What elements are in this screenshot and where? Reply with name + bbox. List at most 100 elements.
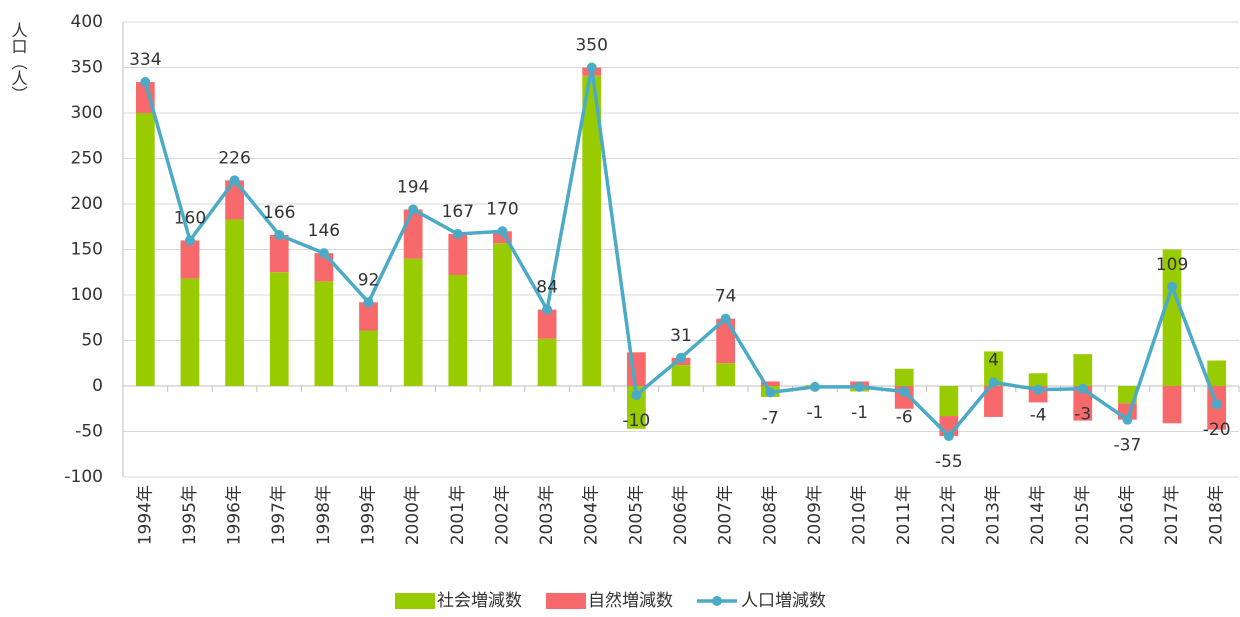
point xyxy=(274,229,285,240)
x-tick-label: 2000年 xyxy=(403,485,423,545)
y-tick-label: -50 xyxy=(75,422,103,442)
bar xyxy=(1073,354,1093,386)
point xyxy=(988,377,999,388)
x-tick-label: 2004年 xyxy=(582,485,602,545)
x-tick-label: 1994年 xyxy=(135,485,155,545)
x-tick-label: 2007年 xyxy=(716,485,736,545)
y-tick-label: 50 xyxy=(81,331,103,351)
x-tick-label: 1999年 xyxy=(359,485,379,545)
data-label: 160 xyxy=(174,208,206,228)
x-tick-label: 2006年 xyxy=(671,485,691,545)
x-tick-label: 1997年 xyxy=(269,485,289,545)
point xyxy=(899,386,910,397)
data-label: 194 xyxy=(397,177,429,197)
x-tick-label: 2008年 xyxy=(760,485,780,545)
x-tick-label: 2012年 xyxy=(939,485,959,545)
point xyxy=(586,62,597,73)
x-tick-label: 1996年 xyxy=(225,485,245,545)
bar xyxy=(939,386,959,417)
data-label: -10 xyxy=(622,411,650,431)
bar xyxy=(359,330,378,386)
data-label: 167 xyxy=(442,202,474,222)
data-label: 31 xyxy=(670,326,692,346)
bar xyxy=(359,302,378,331)
point xyxy=(140,77,151,88)
x-tick-label: 2018年 xyxy=(1207,485,1227,545)
bar xyxy=(984,386,1003,417)
x-tick-label: 2005年 xyxy=(626,485,646,545)
x-tick-label: 2001年 xyxy=(448,485,468,545)
bar xyxy=(984,351,1003,386)
y-tick-label: 300 xyxy=(71,103,103,123)
data-label: 92 xyxy=(358,270,380,290)
data-label: -6 xyxy=(896,407,913,427)
point xyxy=(408,204,419,215)
data-label: -7 xyxy=(762,408,779,428)
bar xyxy=(582,75,602,386)
bar xyxy=(269,272,289,386)
data-label: 146 xyxy=(308,221,340,241)
x-tick-label: 1998年 xyxy=(314,485,334,545)
data-label: -1 xyxy=(851,403,868,423)
x-tick-label: 2014年 xyxy=(1028,485,1048,545)
y-tick-label: 400 xyxy=(71,12,103,32)
data-label: -4 xyxy=(1030,406,1047,426)
bar xyxy=(1073,386,1093,421)
point xyxy=(1122,414,1133,425)
point xyxy=(631,390,642,401)
data-label: -3 xyxy=(1074,405,1091,425)
point xyxy=(452,229,463,240)
x-tick-label: 2010年 xyxy=(850,485,870,545)
bar xyxy=(1162,386,1182,424)
bar xyxy=(493,243,512,386)
point xyxy=(229,175,240,186)
bar xyxy=(269,234,289,273)
data-label: 170 xyxy=(486,199,518,219)
point xyxy=(363,297,374,308)
point xyxy=(1211,399,1222,410)
bar xyxy=(1028,373,1048,386)
x-tick-label: 2002年 xyxy=(492,485,512,545)
x-tick-label: 1995年 xyxy=(180,485,200,545)
point xyxy=(497,226,508,237)
bar xyxy=(448,274,468,386)
point xyxy=(809,381,820,392)
y-tick-label: -100 xyxy=(64,467,103,487)
point xyxy=(720,313,731,324)
x-tick-label: 2011年 xyxy=(894,485,914,545)
data-label: 226 xyxy=(218,148,250,168)
bar xyxy=(225,180,244,220)
y-tick-label: 200 xyxy=(71,194,103,214)
bar xyxy=(493,231,512,244)
bar xyxy=(135,113,155,386)
bar xyxy=(314,281,334,386)
x-tick-label: 2003年 xyxy=(537,485,557,545)
bar xyxy=(403,258,423,386)
data-label: -55 xyxy=(935,452,963,472)
point xyxy=(184,235,195,246)
x-tick-label: 2016年 xyxy=(1117,485,1137,545)
legend-swatch xyxy=(712,596,722,606)
bar xyxy=(716,318,736,364)
bar xyxy=(180,240,200,279)
point xyxy=(1033,384,1044,395)
bar xyxy=(1118,386,1137,404)
point xyxy=(542,304,553,315)
data-label: 166 xyxy=(263,203,295,223)
data-label: 350 xyxy=(575,36,607,56)
point xyxy=(765,387,776,398)
bar xyxy=(537,338,557,386)
x-tick-label: 2009年 xyxy=(805,485,825,545)
x-tick-label: 2015年 xyxy=(1073,485,1093,545)
bar xyxy=(403,209,423,259)
data-label: 334 xyxy=(129,50,161,70)
legend-label: 自然増減数 xyxy=(588,591,673,611)
bar xyxy=(760,381,780,386)
data-label: 84 xyxy=(536,278,558,298)
y-tick-label: 100 xyxy=(71,285,103,305)
y-tick-label: 150 xyxy=(71,240,103,260)
point xyxy=(1167,281,1178,292)
bar xyxy=(1162,249,1182,386)
legend-swatch xyxy=(546,593,586,609)
data-label: 109 xyxy=(1156,255,1188,275)
